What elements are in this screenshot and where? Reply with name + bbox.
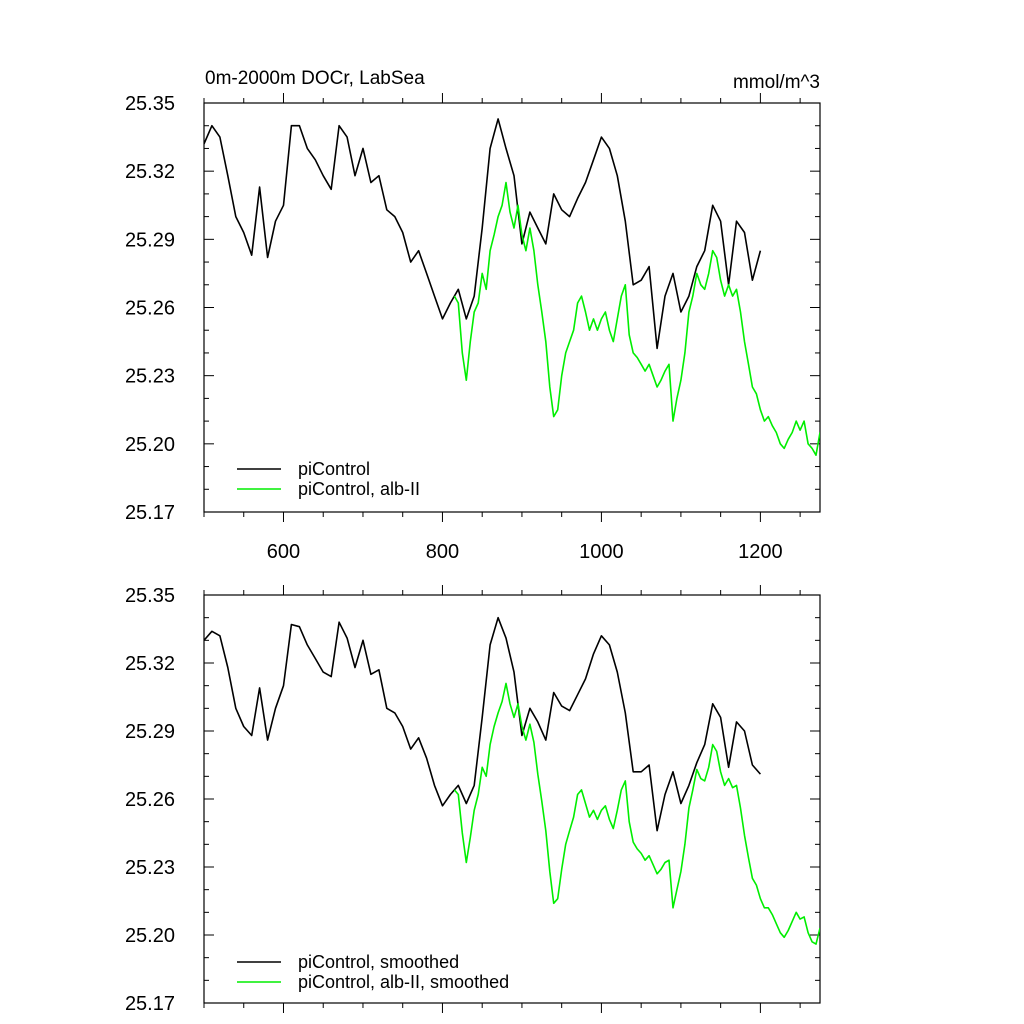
legend-label: piControl, smoothed xyxy=(298,952,459,972)
y-tick-label: 25.35 xyxy=(125,93,175,115)
x-tick-label: 1200 xyxy=(738,541,783,563)
y-tick-label: 25.17 xyxy=(125,993,175,1015)
y-tick-label: 25.35 xyxy=(125,585,175,607)
panel-top: 25.17 25.20 25.23 25.26 25.29 25.32 25.35 600 80… xyxy=(125,93,821,563)
x-tick-label: 1000 xyxy=(579,541,624,563)
panel-bottom: 25.17 25.20 25.23 25.26 25.29 25.32 25.35 piCon… xyxy=(125,585,821,1015)
x-tick-label: 600 xyxy=(267,541,300,563)
y-tick-label: 25.20 xyxy=(125,925,175,947)
y-tick-label: 25.26 xyxy=(125,298,175,320)
figure-title: 0m-2000m DOCr, LabSea xyxy=(205,68,425,89)
y-tick-label: 25.26 xyxy=(125,789,175,811)
y-tick-label: 25.17 xyxy=(125,502,175,524)
y-tick-label: 25.29 xyxy=(125,229,175,251)
y-tick-label: 25.20 xyxy=(125,434,175,456)
series-line-picontrol-alb-ii xyxy=(453,181,820,457)
series-line-picontrol xyxy=(204,616,762,832)
series-line-picontrol xyxy=(204,118,762,350)
y-tick-label: 25.32 xyxy=(125,653,175,675)
legend-label: piControl, alb-II xyxy=(298,479,420,499)
series-line-picontrol-alb-ii xyxy=(453,682,820,945)
plot-frame xyxy=(203,102,821,513)
plot-frame xyxy=(203,594,821,1004)
y-tick-label: 25.32 xyxy=(125,161,175,183)
y-tick-label: 25.29 xyxy=(125,721,175,743)
y-tick-label: 25.23 xyxy=(125,366,175,388)
x-tick-label: 800 xyxy=(426,541,459,563)
legend-label: piControl xyxy=(298,459,370,479)
units-label: mmol/m^3 xyxy=(733,72,820,93)
legend-label: piControl, alb-II, smoothed xyxy=(298,972,509,992)
y-tick-label: 25.23 xyxy=(125,857,175,879)
